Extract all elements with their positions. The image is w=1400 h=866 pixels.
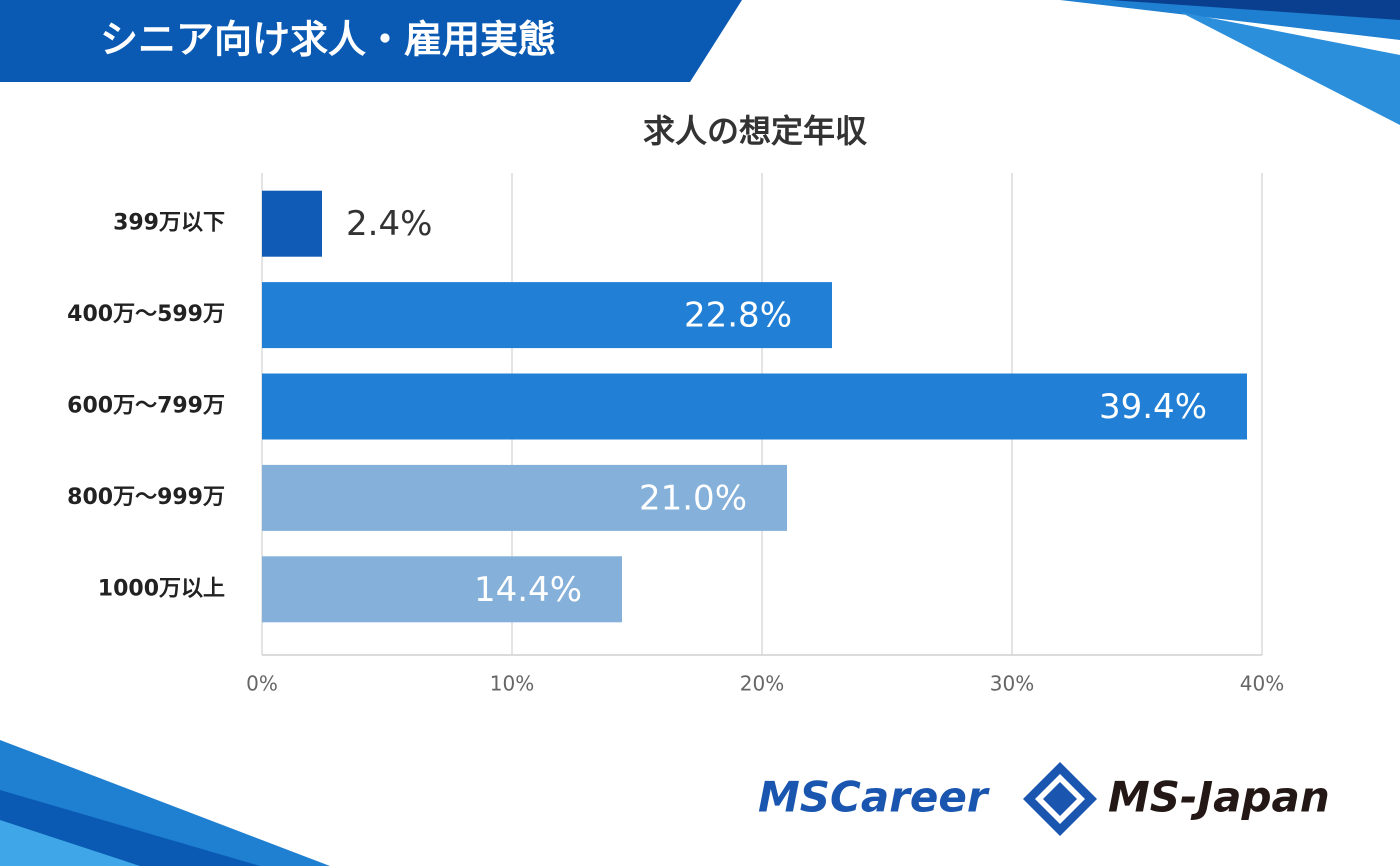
header-title: シニア向け求人・雇用実態 xyxy=(100,18,556,62)
logo-text: MSCareer xyxy=(758,773,990,822)
x-tick-label: 0% xyxy=(246,672,278,696)
value-label: 39.4% xyxy=(1099,387,1207,427)
y-tick-label: 800万～999万 xyxy=(67,485,225,510)
bar xyxy=(262,373,1247,440)
value-label: 22.8% xyxy=(684,296,792,336)
y-tick-label: 400万～599万 xyxy=(67,302,225,327)
x-tick-label: 30% xyxy=(990,672,1034,696)
y-tick-label: 399万以下 xyxy=(113,211,225,236)
decor xyxy=(0,820,140,866)
logo-text: MS-Japan xyxy=(1108,773,1330,822)
header-band xyxy=(0,0,742,82)
bar xyxy=(262,190,322,257)
y-tick-label: 1000万以上 xyxy=(98,576,225,601)
bar xyxy=(262,556,622,623)
x-tick-label: 10% xyxy=(490,672,534,696)
chart-title: 求人の想定年収 xyxy=(643,112,867,150)
logo-icon xyxy=(1023,762,1097,836)
decor xyxy=(1110,0,1400,20)
bar xyxy=(262,464,787,531)
value-label: 21.0% xyxy=(639,478,747,518)
bar xyxy=(262,282,832,349)
y-tick-label: 600万～799万 xyxy=(67,394,225,419)
value-label: 14.4% xyxy=(474,570,582,610)
value-label: 2.4% xyxy=(346,204,432,244)
x-tick-label: 40% xyxy=(1240,672,1284,696)
x-tick-label: 20% xyxy=(740,672,784,696)
plot: 0% 10% 20% 30% 40% 399万以下 2.4% 400万～599万 22.8% 60… xyxy=(67,173,1284,696)
decor xyxy=(1180,12,1400,125)
